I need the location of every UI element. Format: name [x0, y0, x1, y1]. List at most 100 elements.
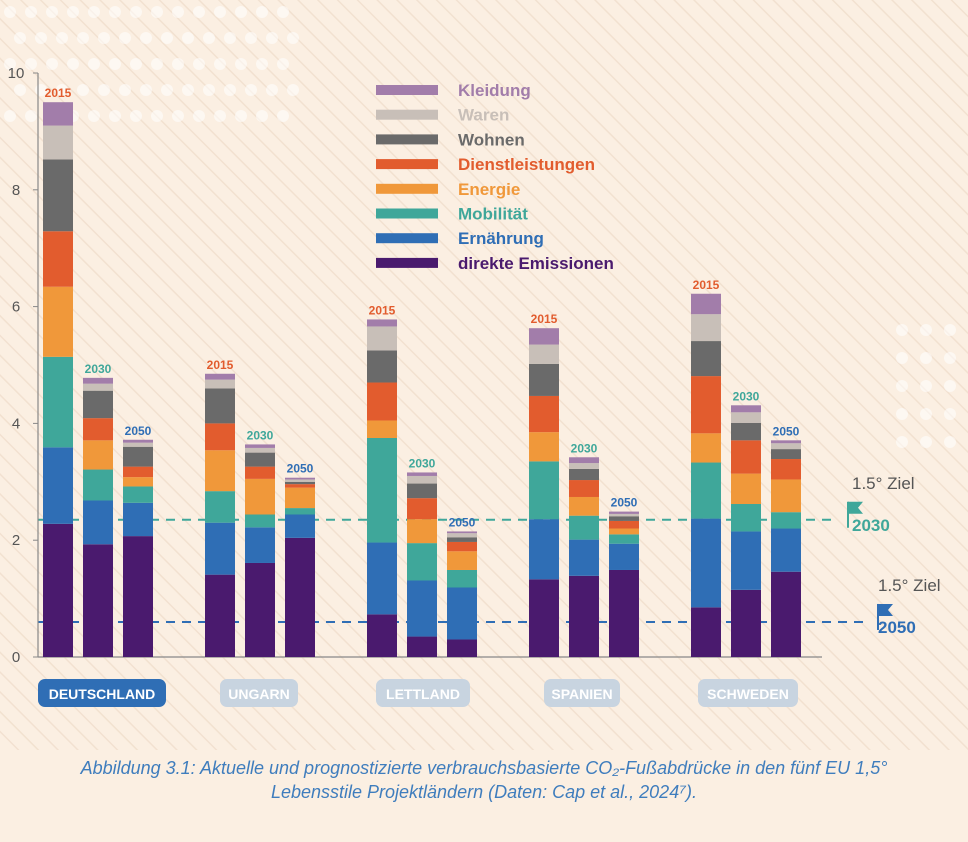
country-tab-background: [698, 679, 798, 707]
bar-segment: [43, 231, 73, 287]
decor-dot: [182, 32, 194, 44]
bar-segment: [43, 159, 73, 232]
bar-segment: [285, 508, 315, 515]
decor-dot: [277, 6, 289, 18]
bar-segment: [731, 531, 761, 590]
caption-line-1: Abbildung 3.1: Aktuelle und prognostizie…: [80, 758, 888, 778]
country-tab-background: [38, 679, 166, 707]
bar-segment: [447, 537, 477, 542]
bar-segment: [245, 478, 275, 515]
bar-segment: [205, 423, 235, 451]
decor-dot: [193, 58, 205, 70]
year-label: 2050: [449, 515, 476, 529]
legend-label: direkte Emissionen: [458, 254, 614, 273]
year-label: 2015: [207, 358, 234, 372]
year-label: 2030: [409, 456, 436, 470]
country-tab-ungarn[interactable]: UNGARN: [220, 679, 298, 707]
bar-segment: [771, 440, 801, 444]
bar-segment: [123, 446, 153, 467]
decor-dot: [130, 110, 142, 122]
bar-segment: [609, 513, 639, 517]
legend-swatch: [376, 208, 438, 219]
country-tab-deutschland[interactable]: DEUTSCHLAND: [38, 679, 166, 707]
decor-dot: [88, 110, 100, 122]
bar-segment: [205, 450, 235, 492]
decor-dot: [46, 58, 58, 70]
bar-segment: [407, 472, 437, 476]
decor-dot: [98, 84, 110, 96]
bar-segment: [367, 542, 397, 615]
figure-caption: Abbildung 3.1: Aktuelle und prognostizie…: [0, 756, 968, 804]
decorative-dots: [4, 6, 956, 448]
year-label: 2030: [571, 441, 598, 455]
bar-segment: [447, 569, 477, 588]
flag-icon: [878, 603, 893, 616]
decor-dot: [161, 84, 173, 96]
target-label: 1.5° Ziel: [878, 576, 941, 595]
decor-dot: [214, 110, 226, 122]
legend-swatch: [376, 233, 438, 244]
bar-segment: [569, 480, 599, 497]
bar-segment: [407, 580, 437, 637]
decor-dot: [277, 110, 289, 122]
bar-segment: [367, 326, 397, 351]
bar-segment: [691, 433, 721, 463]
decor-dot: [920, 352, 932, 364]
decor-dot: [25, 110, 37, 122]
year-label: 2015: [531, 312, 558, 326]
bar-segment: [83, 469, 113, 501]
decor-dot: [235, 6, 247, 18]
bar-segment: [43, 102, 73, 126]
country-tab-label: LETTLAND: [386, 686, 460, 702]
bar-segment: [447, 551, 477, 570]
y-tick-label: 0: [12, 649, 20, 666]
legend-swatch: [376, 159, 438, 170]
bar-group-schweden: 2015 2030 2050: [691, 278, 801, 657]
country-tab-schweden[interactable]: SCHWEDEN: [698, 679, 798, 707]
decor-dot: [56, 84, 68, 96]
decor-dot: [35, 32, 47, 44]
bar-group-deutschland: 2015 2030 2050: [43, 86, 153, 657]
bar-segment: [771, 512, 801, 529]
target-label: 1.5° Ziel: [852, 474, 915, 493]
bar-segment: [447, 531, 477, 534]
bar-segment: [691, 518, 721, 608]
legend-swatch: [376, 257, 438, 268]
bar-segment: [205, 574, 235, 657]
year-label: 2015: [45, 86, 72, 100]
bar-segment: [609, 516, 639, 521]
bar-segment: [285, 537, 315, 657]
decor-dot: [896, 408, 908, 420]
decor-dot: [77, 84, 89, 96]
decor-dot: [256, 6, 268, 18]
country-tab-label: SPANIEN: [551, 686, 612, 702]
decor-dot: [920, 380, 932, 392]
bar-group-spanien: 2015 2030 2050: [529, 312, 639, 657]
decor-dot: [235, 110, 247, 122]
bar-segment: [731, 503, 761, 532]
country-tab-label: SCHWEDEN: [707, 686, 789, 702]
bar-segment: [83, 418, 113, 441]
target-lines: 1.5° Ziel 2030 1.5° Ziel 2050: [38, 474, 941, 637]
target-year: 2030: [852, 516, 890, 535]
y-tick-label: 2: [12, 532, 20, 549]
bar-segment: [731, 412, 761, 423]
decor-dot: [140, 84, 152, 96]
bar-segment: [771, 528, 801, 572]
decor-dot: [214, 58, 226, 70]
country-tab-spanien[interactable]: SPANIEN: [544, 679, 620, 707]
bar-segment: [205, 522, 235, 575]
decor-dot: [119, 32, 131, 44]
country-tab-label: DEUTSCHLAND: [49, 686, 156, 702]
bar-segment: [609, 543, 639, 570]
decor-dot: [46, 6, 58, 18]
bar-segment: [123, 439, 153, 443]
bar-segment: [205, 373, 235, 380]
y-tick-label: 6: [12, 299, 20, 316]
bar-segment: [285, 514, 315, 538]
decor-dot: [25, 58, 37, 70]
decor-dot: [224, 32, 236, 44]
country-tab-lettland[interactable]: LETTLAND: [376, 679, 470, 707]
decor-dot: [266, 32, 278, 44]
